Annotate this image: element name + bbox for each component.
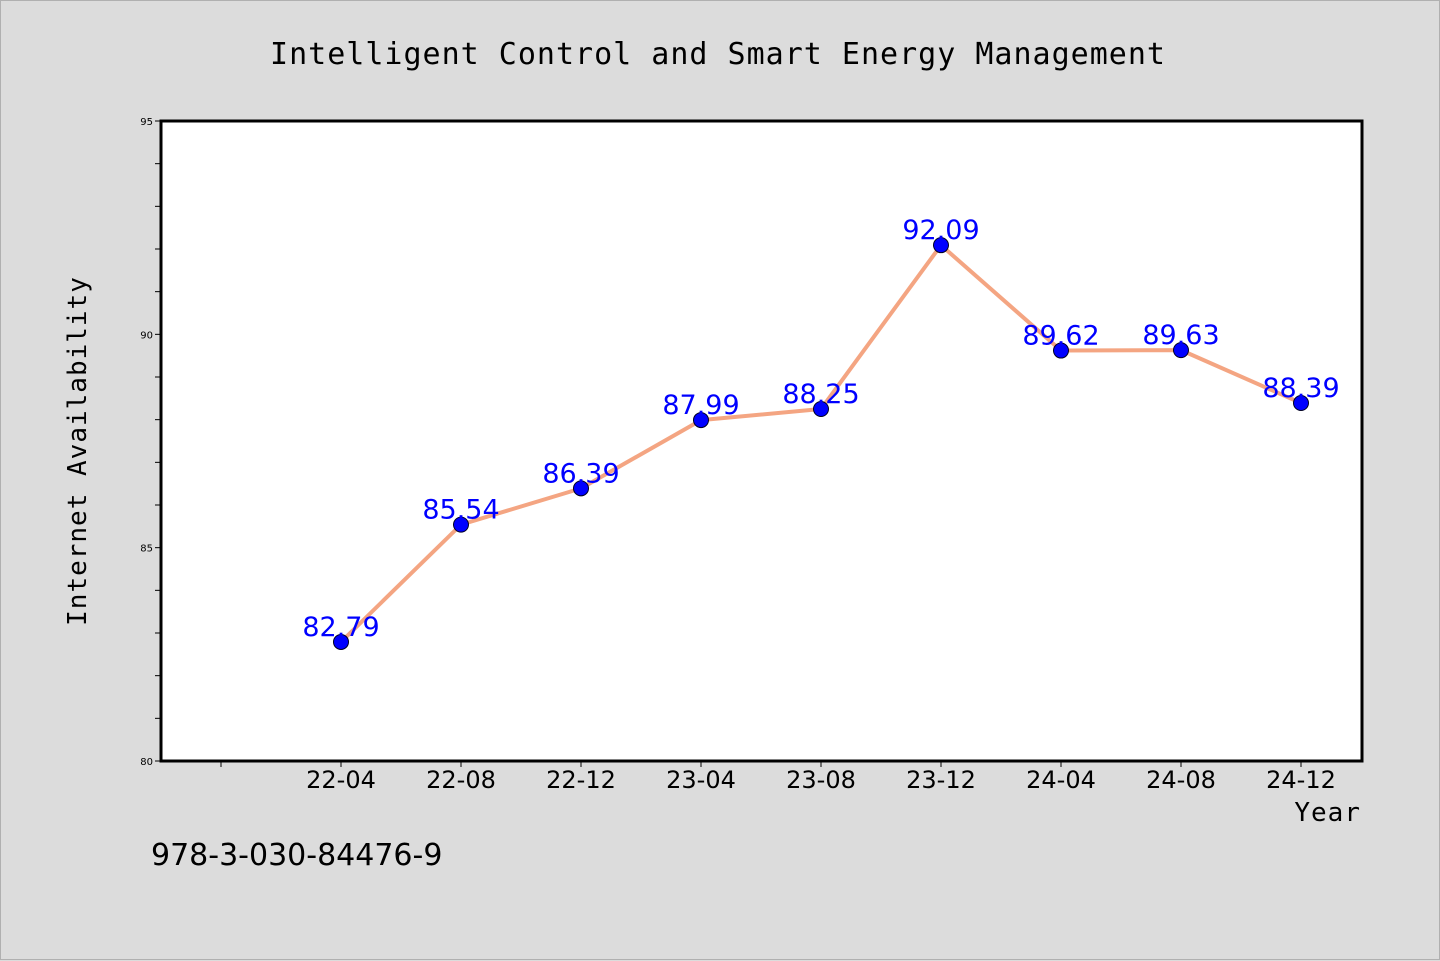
data-label: 89.62: [1022, 321, 1099, 352]
y-tick-label: 85: [140, 544, 153, 555]
data-point: [813, 401, 829, 417]
data-label: 87.99: [662, 390, 739, 421]
y-tick-label: 80: [140, 757, 153, 768]
x-tick-label: 22-12: [546, 766, 616, 794]
x-tick-label: 23-04: [666, 766, 736, 794]
x-tick-label: 24-12: [1266, 766, 1336, 794]
x-axis-label: Year: [1294, 798, 1361, 828]
data-label: 88.25: [782, 379, 859, 410]
x-tick-label: 22-08: [426, 766, 496, 794]
data-label: 86.39: [542, 458, 619, 489]
data-point: [1173, 342, 1189, 359]
data-series: [333, 237, 1309, 650]
data-label: 92.09: [902, 215, 979, 246]
data-label: 88.39: [1262, 373, 1339, 404]
axis-ticks: 80 85 90 95 22-04 22-08 22-12 23-04 23-08 23-12 24…: [140, 117, 1336, 794]
data-point: [1053, 342, 1069, 359]
data-point: [453, 516, 469, 533]
plot-area: [159, 119, 1364, 763]
data-label: 85.54: [422, 495, 499, 526]
data-labels: 82.79 85.54 86.39 87.99 88.25 92.09 89.62 89.63…: [302, 215, 1339, 643]
x-tick-label: 23-08: [786, 766, 856, 794]
data-point: [933, 237, 949, 254]
isbn-text: 978-3-030-84476-9: [151, 838, 442, 873]
y-tick-label: 90: [140, 330, 153, 341]
data-point: [693, 412, 709, 429]
data-label: 82.79: [302, 612, 379, 643]
data-point: [573, 480, 589, 497]
y-tick-label: 95: [140, 117, 153, 128]
data-label: 89.63: [1142, 320, 1219, 351]
x-tick-label: 22-04: [306, 766, 376, 794]
x-tick-label: 23-12: [906, 766, 976, 794]
data-point: [1293, 395, 1309, 412]
x-tick-label: 24-08: [1146, 766, 1216, 794]
chart-title: Intelligent Control and Smart Energy Man…: [270, 37, 1166, 72]
x-tick-label: 24-04: [1026, 766, 1096, 794]
data-point: [333, 633, 349, 650]
y-axis-label: Internet Availability: [63, 276, 93, 626]
